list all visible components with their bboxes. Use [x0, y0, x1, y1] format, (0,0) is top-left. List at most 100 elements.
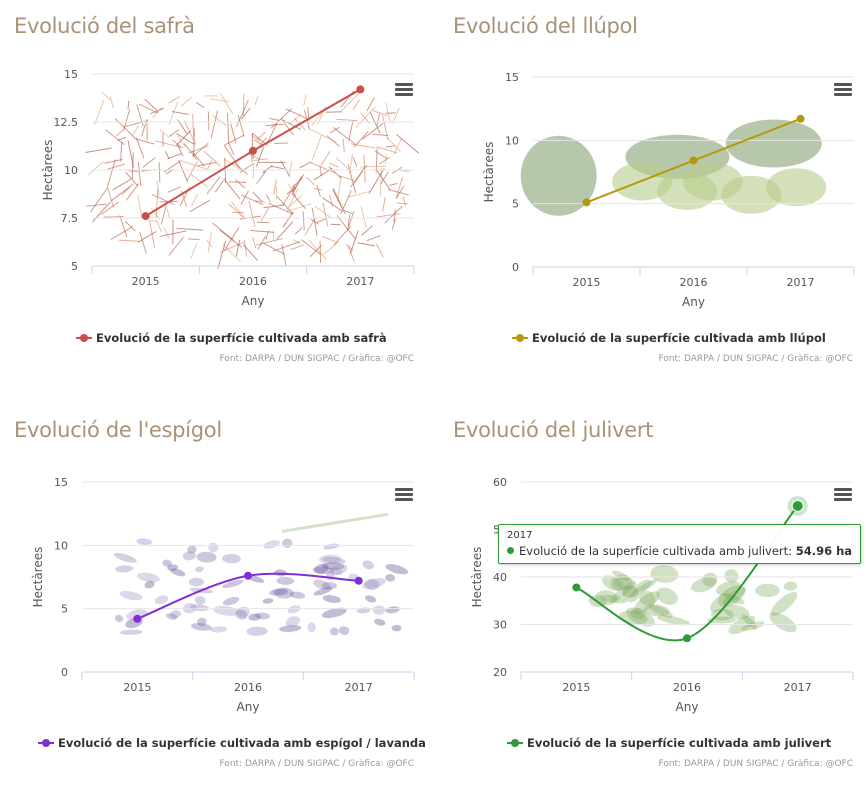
- lavender-spike: [364, 594, 377, 604]
- saffron-strand: [376, 244, 383, 258]
- lavender-spike: [287, 604, 302, 615]
- lavender-spike: [385, 574, 396, 583]
- saffron-strand: [274, 143, 288, 144]
- data-point[interactable]: [683, 634, 691, 642]
- legend-symbol: [507, 737, 523, 749]
- legend-item[interactable]: Evolució de la superfície cultivada amb …: [38, 736, 426, 750]
- saffron-strand: [167, 208, 170, 218]
- x-tick-label: 2017: [784, 681, 812, 694]
- lavender-spike: [262, 538, 281, 550]
- parsley-leaf: [783, 581, 797, 591]
- lavender-spike: [338, 625, 350, 636]
- saffron-strand: [176, 131, 190, 146]
- data-point[interactable]: [244, 572, 252, 580]
- lavender-spike: [373, 605, 386, 615]
- lavender-stem: [282, 514, 388, 531]
- saffron-strand: [243, 94, 244, 116]
- chart-panel-parsley: Evolució del julivert 203040506020152016…: [453, 418, 866, 808]
- saffron-strand: [129, 171, 139, 172]
- y-tick-label: 7.5: [61, 212, 79, 225]
- lavender-spike: [384, 562, 409, 576]
- chart-menu-icon[interactable]: [834, 83, 852, 99]
- parsley-leaf: [755, 584, 780, 598]
- saffron-strand: [383, 197, 386, 212]
- saffron-strand: [121, 142, 122, 161]
- y-tick-label: 40: [493, 571, 507, 584]
- saffron-strand: [85, 148, 111, 152]
- saffron-strand: [196, 102, 204, 107]
- tooltip-header: 2017: [507, 530, 852, 541]
- saffron-strand: [118, 137, 127, 140]
- saffron-strand: [254, 159, 268, 161]
- saffron-strand: [353, 157, 357, 166]
- x-tick-label: 2017: [346, 275, 374, 288]
- saffron-strand: [317, 219, 325, 222]
- data-point[interactable]: [583, 198, 591, 206]
- saffron-strand: [140, 232, 147, 253]
- data-point[interactable]: [355, 577, 363, 585]
- saffron-strand: [376, 147, 397, 153]
- hop-leaf: [726, 120, 822, 168]
- lavender-spike: [196, 551, 217, 563]
- data-point[interactable]: [249, 147, 257, 155]
- chart-credits[interactable]: Font: DARPA / DUN SIGPAC / Gràfica: @OFC: [658, 759, 853, 769]
- x-tick-label: 2015: [562, 681, 590, 694]
- data-point[interactable]: [690, 157, 698, 165]
- y-tick-label: 12.5: [54, 116, 79, 129]
- data-point[interactable]: [142, 212, 150, 220]
- saffron-strand: [208, 111, 209, 130]
- data-point[interactable]: [797, 115, 805, 123]
- legend-label: Evolució de la superfície cultivada amb …: [96, 331, 387, 345]
- saffron-strand: [168, 187, 181, 193]
- chart-menu-icon[interactable]: [834, 488, 852, 504]
- lavender-spike: [356, 607, 371, 614]
- chart-menu-icon[interactable]: [395, 83, 413, 99]
- saffron-strand: [88, 161, 104, 175]
- y-tick-label: 5: [512, 198, 519, 211]
- saffron-strand: [315, 206, 331, 217]
- saffron-strand: [336, 119, 357, 120]
- saffron-strand: [156, 220, 161, 232]
- chart-menu-icon[interactable]: [395, 488, 413, 504]
- saffron-strand: [329, 166, 342, 178]
- saffron-strand: [164, 227, 169, 238]
- saffron-strand: [218, 241, 226, 269]
- data-point[interactable]: [133, 615, 141, 623]
- saffron-strand: [321, 151, 330, 165]
- legend-symbol: [76, 332, 92, 344]
- saffron-strand: [348, 245, 354, 262]
- chart-credits[interactable]: Font: DARPA / DUN SIGPAC / Gràfica: @OFC: [219, 759, 414, 769]
- y-tick-label: 60: [493, 476, 507, 489]
- saffron-strand: [102, 93, 110, 101]
- chart-credits[interactable]: Font: DARPA / DUN SIGPAC / Gràfica: @OFC: [658, 354, 853, 364]
- y-tick-label: 20: [493, 666, 507, 679]
- saffron-strand: [383, 115, 389, 140]
- saffron-strand: [169, 102, 178, 125]
- data-point[interactable]: [572, 583, 580, 591]
- saffron-strand: [349, 121, 353, 140]
- legend-label: Evolució de la superfície cultivada amb …: [527, 736, 831, 750]
- legend-symbol: [38, 737, 54, 749]
- legend-item[interactable]: Evolució de la superfície cultivada amb …: [76, 331, 387, 345]
- lavender-spike: [246, 626, 267, 636]
- data-point[interactable]: [356, 85, 364, 93]
- lavender-spike: [119, 589, 144, 602]
- saffron-strand: [108, 189, 114, 208]
- saffron-strand: [236, 100, 248, 127]
- saffron-strand: [300, 162, 311, 168]
- lavender-spike: [373, 618, 386, 627]
- saffron-strand: [253, 237, 256, 248]
- y-axis-title: Hectàrees: [41, 140, 55, 201]
- x-tick-label: 2016: [680, 276, 708, 289]
- saffron-strand: [193, 114, 194, 137]
- data-point[interactable]: [792, 500, 803, 511]
- chart-background-image: [588, 564, 801, 638]
- legend-item[interactable]: Evolució de la superfície cultivada amb …: [512, 331, 826, 345]
- saffron-strand: [295, 227, 302, 234]
- saffron-strand: [118, 240, 139, 241]
- legend-item[interactable]: Evolució de la superfície cultivada amb …: [507, 736, 831, 750]
- chart-credits[interactable]: Font: DARPA / DUN SIGPAC / Gràfica: @OFC: [219, 354, 414, 364]
- saffron-strand: [318, 106, 325, 124]
- x-tick-label: 2016: [234, 681, 262, 694]
- saffron-strand: [169, 129, 179, 136]
